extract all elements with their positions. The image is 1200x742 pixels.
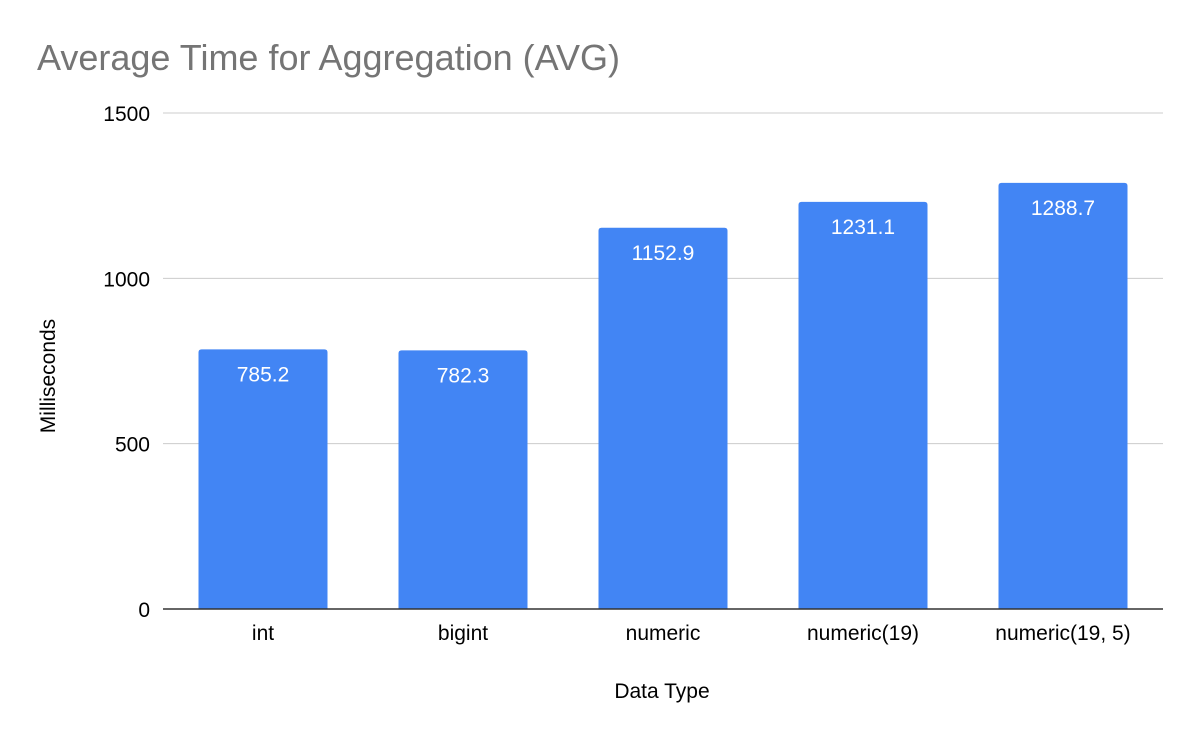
bar-value-label: 1231.1 — [831, 216, 895, 239]
bar — [198, 349, 328, 609]
bar — [398, 350, 528, 609]
bar-value-label: 1152.9 — [632, 242, 695, 265]
bars: 785.2 782.3 1152.9 1231.1 1288.7 — [198, 182, 1128, 609]
y-axis-ticks: 0 500 1000 1500 — [103, 103, 150, 622]
x-tick-label: numeric — [626, 622, 701, 645]
y-tick-label: 500 — [115, 434, 150, 457]
bar — [798, 201, 928, 609]
y-axis-title: Milliseconds — [37, 319, 60, 433]
bar — [598, 227, 728, 609]
x-tick-label: int — [252, 622, 274, 645]
chart-title: Average Time for Aggregation (AVG) — [37, 37, 620, 78]
x-tick-label: numeric(19, 5) — [995, 622, 1130, 645]
x-axis-title: Data Type — [614, 680, 709, 703]
bar-value-label: 785.2 — [237, 363, 290, 386]
x-axis-ticks: int bigint numeric numeric(19) numeric(19, 5… — [252, 622, 1131, 645]
bar-value-label: 1288.7 — [1031, 197, 1095, 220]
y-tick-label: 0 — [138, 599, 150, 622]
bar-value-label: 782.3 — [437, 364, 490, 387]
y-tick-label: 1500 — [103, 103, 150, 126]
bar — [998, 182, 1128, 609]
y-tick-label: 1000 — [103, 268, 150, 291]
x-tick-label: numeric(19) — [807, 622, 919, 645]
x-tick-label: bigint — [438, 622, 488, 645]
